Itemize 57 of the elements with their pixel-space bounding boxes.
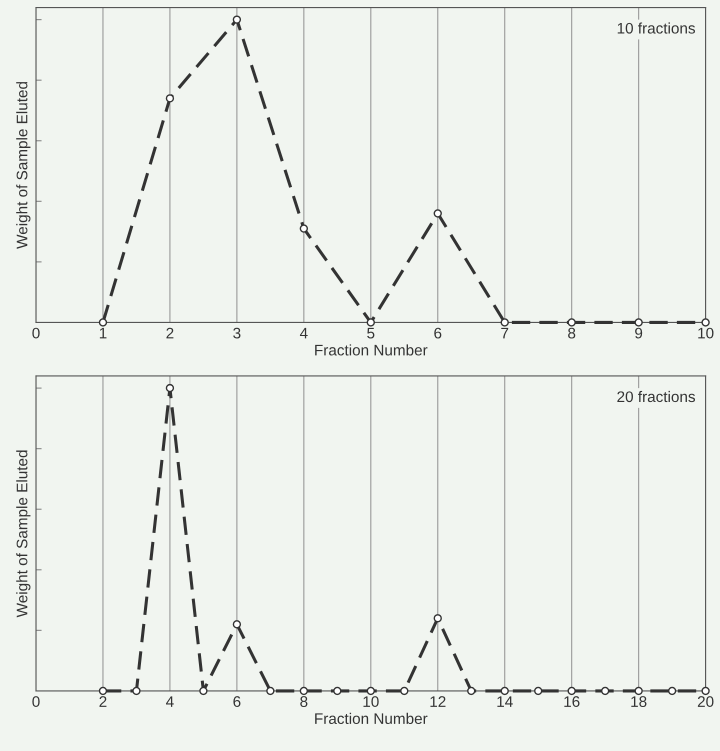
x-tick-label: 12 xyxy=(430,696,446,707)
point xyxy=(166,384,174,392)
x-tick-label: 2 xyxy=(166,328,174,338)
annotation: 20 fractions xyxy=(617,390,696,402)
point xyxy=(500,318,509,327)
point xyxy=(500,686,509,696)
x-tick-label: 4 xyxy=(166,696,174,707)
point xyxy=(568,318,576,327)
point xyxy=(199,686,208,696)
x-tick-label: 5 xyxy=(367,328,374,339)
x-axis-title: Fraction Number xyxy=(315,712,428,724)
point xyxy=(132,686,141,696)
x-tick-label: 2 xyxy=(99,696,106,707)
x-tick-label: 3 xyxy=(233,328,240,339)
point xyxy=(634,686,643,696)
x-tick-label: 18 xyxy=(631,696,646,708)
x-tick-label: 20 xyxy=(698,696,714,708)
point xyxy=(98,318,108,327)
annotation: 10 fractions xyxy=(618,22,696,34)
point xyxy=(534,686,542,696)
x-tick-label: 1 xyxy=(100,328,106,338)
x-tick-label: 0 xyxy=(32,696,40,708)
point xyxy=(634,318,643,327)
x-tick-label: 10 xyxy=(363,696,379,708)
point xyxy=(300,686,308,696)
point xyxy=(166,94,174,103)
x-tick-label: 10 xyxy=(698,328,714,339)
x-tick-label: 16 xyxy=(564,696,580,708)
x-axis-title: Fraction Number xyxy=(315,344,428,356)
y-axis-title: Weight of Sample Eluted xyxy=(16,450,30,618)
x-tick-label: 14 xyxy=(497,696,513,707)
point xyxy=(266,686,275,696)
x-tick-label: 8 xyxy=(300,696,308,708)
x-tick-label: 7 xyxy=(501,328,508,338)
point xyxy=(333,686,342,696)
point xyxy=(701,318,710,327)
point xyxy=(434,209,442,218)
point xyxy=(366,318,375,327)
point xyxy=(400,686,408,696)
point xyxy=(600,686,610,696)
x-tick-label: 0 xyxy=(32,328,40,339)
x-tick-label: 8 xyxy=(568,328,576,339)
point xyxy=(366,686,375,696)
point xyxy=(232,15,242,24)
point xyxy=(434,614,442,622)
point xyxy=(300,224,308,233)
x-tick-label: 6 xyxy=(233,696,240,708)
point xyxy=(668,686,676,696)
point xyxy=(232,620,242,628)
x-tick-label: 4 xyxy=(300,328,308,338)
x-tick-label: 6 xyxy=(434,328,442,339)
y-axis-title: Weight of Sample Eluted xyxy=(16,82,30,249)
x-tick-label: 9 xyxy=(635,328,642,339)
point xyxy=(568,686,576,696)
point xyxy=(98,686,108,696)
point xyxy=(701,686,710,696)
point xyxy=(467,686,476,696)
